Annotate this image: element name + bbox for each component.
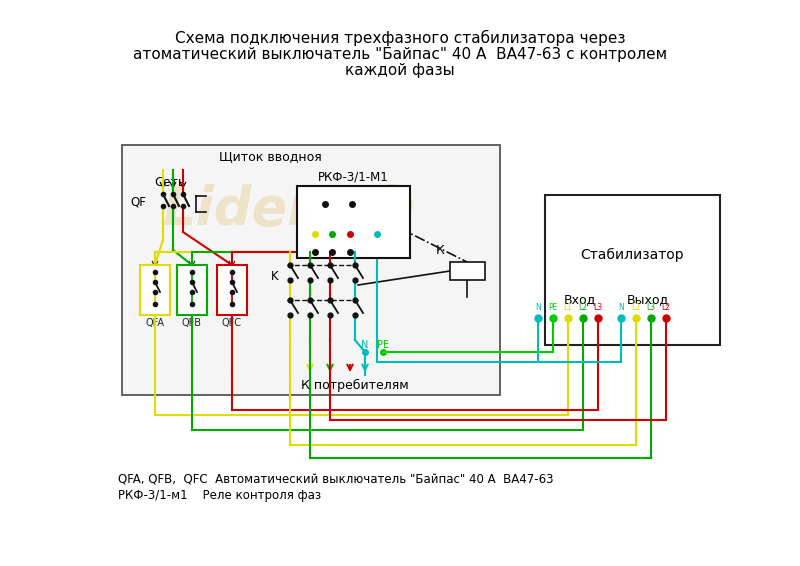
- Text: L2: L2: [326, 221, 338, 230]
- Bar: [177, 265, 207, 315]
- Text: каждой фазы: каждой фазы: [345, 62, 455, 78]
- Text: PE: PE: [377, 340, 389, 350]
- Text: QFC: QFC: [222, 318, 242, 328]
- Text: PE: PE: [548, 303, 558, 312]
- Bar: [140, 265, 170, 315]
- Text: К: К: [435, 243, 445, 256]
- Text: QFB: QFB: [182, 318, 202, 328]
- Text: L3: L3: [594, 303, 602, 312]
- Text: 24: 24: [346, 192, 358, 201]
- Bar: [217, 265, 247, 315]
- Text: L2: L2: [662, 303, 670, 312]
- Bar: [545, 195, 720, 345]
- Text: QF: QF: [130, 195, 146, 208]
- Text: L3: L3: [646, 303, 655, 312]
- Text: Схема подключения трехфазного стабилизатора через: Схема подключения трехфазного стабилизат…: [174, 30, 626, 46]
- Text: Выход: Выход: [627, 294, 669, 307]
- Text: K: K: [271, 271, 279, 284]
- Text: N: N: [374, 221, 380, 230]
- Text: L1: L1: [310, 221, 320, 230]
- Text: QFA: QFA: [146, 318, 165, 328]
- Text: N: N: [535, 303, 541, 312]
- Text: 21: 21: [319, 192, 330, 201]
- Text: Вход: Вход: [564, 294, 596, 307]
- Text: Сеть: Сеть: [154, 177, 186, 190]
- Text: Щиток вводноя: Щиток вводноя: [218, 151, 322, 164]
- Text: LiderTeh: LiderTeh: [163, 184, 417, 236]
- Bar: [450, 262, 485, 280]
- Bar: [297, 186, 410, 258]
- Text: QFA, QFB,  QFC  Автоматический выключатель "Байпас" 40 А  ВА47-63: QFA, QFB, QFC Автоматический выключатель…: [118, 474, 554, 487]
- Text: N: N: [362, 340, 369, 350]
- Text: N: N: [618, 303, 624, 312]
- Text: L3: L3: [345, 221, 355, 230]
- Text: РКФ-3/1-м1    Реле контроля фаз: РКФ-3/1-м1 Реле контроля фаз: [118, 490, 321, 503]
- Text: L2: L2: [578, 303, 587, 312]
- Text: L1: L1: [563, 303, 573, 312]
- Text: L2: L2: [631, 303, 641, 312]
- Text: Стабилизатор: Стабилизатор: [580, 248, 684, 262]
- Text: РКФ-3/1-М1: РКФ-3/1-М1: [318, 170, 389, 183]
- Text: атоматический выключатель "Байпас" 40 А  ВА47-63 с контролем: атоматический выключатель "Байпас" 40 А …: [133, 46, 667, 62]
- Bar: [122, 145, 500, 395]
- Text: К потребителям: К потребителям: [301, 379, 409, 392]
